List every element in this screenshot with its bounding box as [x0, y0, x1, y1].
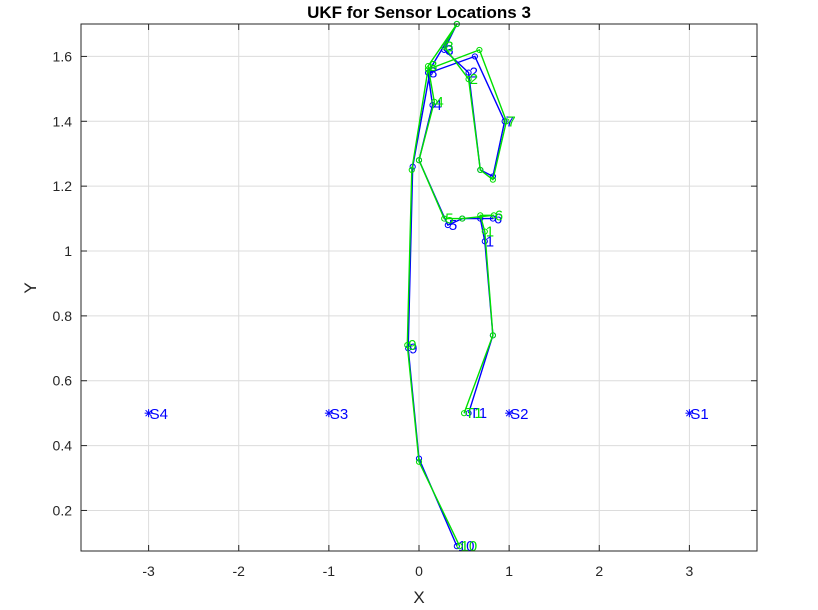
data-point: [481, 228, 488, 235]
point-label: 4: [434, 97, 442, 114]
y-tick-label: 1.2: [53, 178, 73, 194]
sensor-label: S3: [330, 406, 348, 423]
data-point: [441, 43, 448, 50]
point-label: 3: [445, 42, 453, 59]
sensor-label: S4: [150, 406, 168, 423]
data-point: [459, 215, 466, 222]
point-label: 1: [486, 224, 494, 241]
point-label: T1: [470, 405, 488, 422]
x-tick-label: 0: [415, 563, 423, 579]
point-label: 8: [429, 58, 437, 75]
chart-title: UKF for Sensor Locations 3: [307, 3, 531, 22]
y-tick-label: 0.4: [53, 438, 73, 454]
data-point: [441, 215, 448, 222]
sensor-marker: [685, 409, 694, 418]
data-point: [477, 166, 484, 174]
data-point: [431, 98, 438, 105]
point-label: 9: [409, 340, 417, 357]
point-label: 6: [494, 211, 502, 228]
data-point: [415, 458, 423, 465]
tick-layer: -3 -2 -1 0 1 2 30.20.40.60.811.21.41.6: [53, 24, 757, 579]
point-label: T1: [465, 405, 483, 422]
data-point: [465, 76, 472, 83]
sensor-marker: [144, 409, 153, 418]
y-tick-label: 0.2: [53, 502, 73, 518]
data-point: [476, 46, 483, 54]
y-tick-label: 0.8: [53, 308, 73, 324]
point-label: 4: [435, 94, 443, 111]
point-label: 2: [470, 65, 478, 82]
sensor-marker-stroke: [325, 409, 333, 417]
series-line: [407, 23, 506, 547]
data-point: [489, 176, 497, 183]
point-label: 8: [429, 65, 437, 82]
data-point: [424, 66, 432, 73]
x-tick-label: 3: [686, 563, 694, 579]
data-point: [404, 341, 411, 349]
data-point: [456, 543, 463, 550]
x-tick-label: 2: [595, 563, 603, 579]
point-label: 7: [507, 113, 515, 130]
y-tick-label: 0.6: [53, 373, 73, 389]
sensor-marker-stroke: [145, 409, 152, 417]
y-tick-label: 1.6: [53, 48, 73, 64]
data-point: [465, 69, 472, 76]
sensor-marker: [324, 409, 333, 418]
x-tick-label: -2: [233, 563, 246, 579]
point-label: 1: [486, 233, 494, 250]
sensor-layer: S4 S3 S2 S1: [144, 406, 709, 423]
data-point: [489, 332, 497, 339]
point-label: 3: [445, 39, 453, 56]
sensor-marker-stroke: [505, 409, 513, 417]
data-point: [408, 166, 415, 174]
sensor-label: S1: [690, 406, 708, 423]
data-point: [415, 157, 423, 164]
point-label: 2: [470, 71, 478, 88]
x-axis-label: X: [413, 588, 424, 607]
data-point: [424, 63, 432, 70]
point-label: 6: [495, 207, 503, 224]
data-point: [490, 212, 497, 219]
y-tick-label: 1.4: [53, 113, 73, 129]
x-tick-label: 1: [505, 563, 513, 579]
data-point: [477, 212, 484, 219]
point-label: 10: [461, 538, 478, 555]
x-tick-label: -3: [142, 563, 155, 579]
point-label: 7: [506, 113, 514, 130]
point-label: 9: [408, 337, 416, 354]
y-axis-label: Y: [21, 282, 40, 293]
data-point: [503, 118, 510, 125]
data-point: [460, 410, 468, 417]
data-point: [444, 221, 451, 229]
sensor-marker: [505, 409, 514, 418]
point-label: 5: [449, 217, 457, 234]
sensor-marker-stroke: [686, 409, 693, 417]
data-point: [465, 410, 472, 417]
sensor-label: S2: [510, 406, 528, 423]
data-point: [501, 118, 508, 125]
point-label: 5: [445, 211, 453, 228]
y-tick-label: 1: [64, 243, 72, 259]
data-point: [471, 53, 478, 60]
series-line: [406, 23, 508, 547]
x-tick-label: -1: [323, 563, 336, 579]
series-1: T1 16 5 4 832 7 9 10: [404, 20, 516, 555]
